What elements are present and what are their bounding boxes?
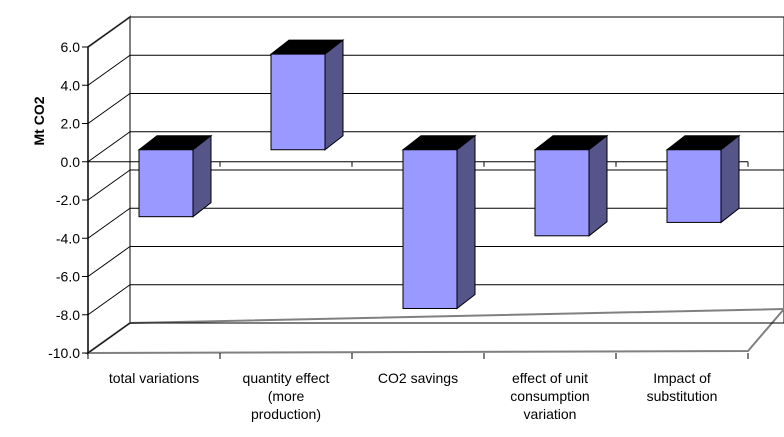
y-tick-label: -8.0 [56,307,80,323]
bar-side [720,134,740,224]
bar-front [270,53,326,151]
bar [533,134,609,237]
bar [269,39,345,151]
x-category-label-line: Impact of [653,370,711,386]
x-category-label-line: production) [251,406,321,422]
bar [401,134,477,310]
gridline-depth [87,246,131,277]
x-category-label-line: CO2 savings [378,370,458,386]
gridline-depth [87,54,131,86]
gridline-depth [87,207,131,239]
x-category-label: CO2 savings [378,370,458,386]
x-category-label-line: consumption [510,388,589,404]
x-category-label: quantity effect (more production) [243,370,330,422]
bar-side [588,134,608,237]
gridline-depth [87,322,131,354]
y-tick-label: 4.0 [61,77,81,93]
x-category-label-line: (more [268,388,305,404]
y-tick-label: -10.0 [48,345,80,361]
bar-side [456,134,476,310]
y-tick-label: 0.0 [61,154,81,170]
y-tick-label: 2.0 [61,116,81,132]
x-category-label: effect of unit consumption variation [510,370,589,422]
x-category-label-line: quantity effect [243,370,330,386]
bar-front [666,149,722,223]
y-tick-label: -6.0 [56,269,80,285]
x-category-label-line: substitution [647,388,718,404]
x-category-label: total variations [109,370,199,386]
y-tick-label: -4.0 [56,230,80,246]
y-axis-title: Mt CO2 [31,96,47,145]
gridline-depth [87,169,131,201]
bar [665,134,741,224]
gridline-depth [87,284,131,316]
x-category-label: Impact of substitution [647,370,718,404]
x-category-label-line: effect of unit [512,370,588,386]
bars [137,39,741,310]
bar-front [138,149,194,218]
y-tick-labels: 6.0 4.0 2.0 0.0 -2.0 -4.0 -6.0 -8.0 -10.0 [48,39,80,361]
bar [137,134,213,218]
x-category-labels: total variations quantity effect (more prod… [109,370,718,422]
y-tick-label: 6.0 [61,39,81,55]
gridline-depth [87,16,131,48]
bar-front [534,149,590,237]
y-tick-label: -2.0 [56,192,80,208]
bar-side [324,39,344,151]
gridline-depth [87,131,131,163]
bar-front [402,149,458,309]
x-category-label-line: variation [524,406,577,422]
bar-side [192,134,212,218]
gridline-depth [87,93,131,124]
x-category-label-line: total variations [109,370,199,386]
